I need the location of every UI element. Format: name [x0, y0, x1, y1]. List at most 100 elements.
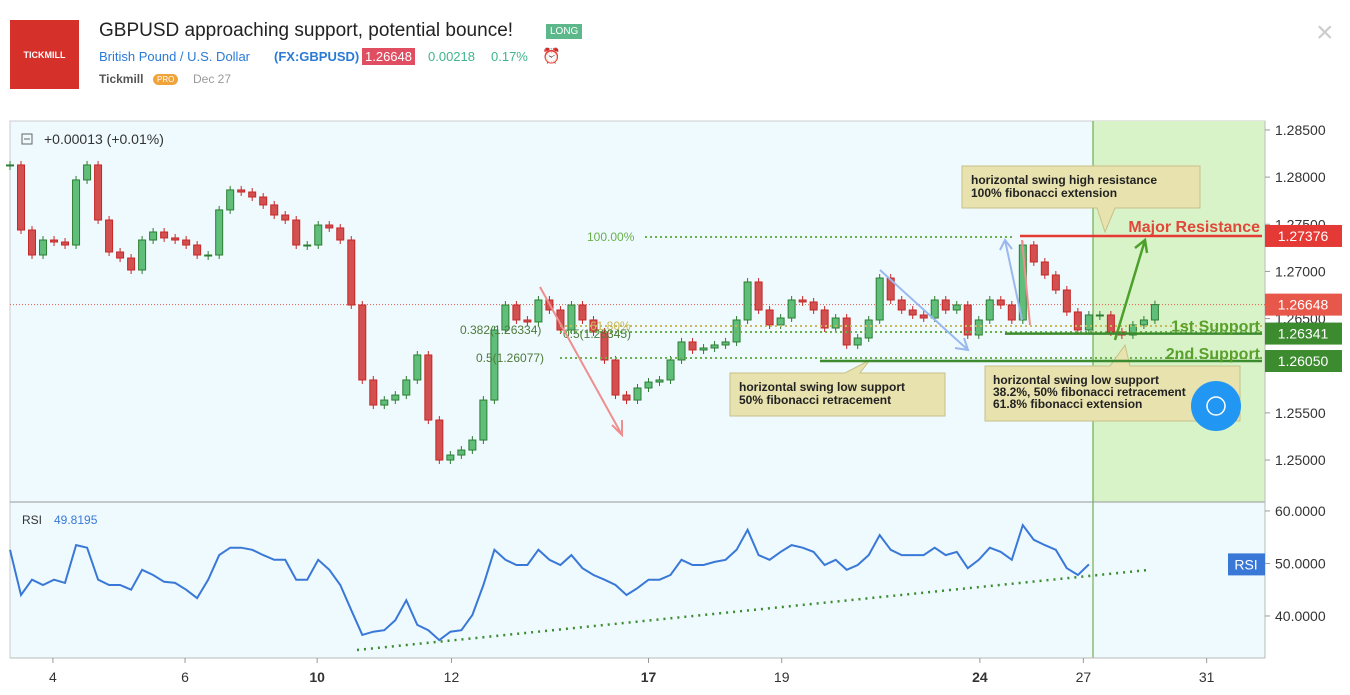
candle	[743, 281, 752, 321]
candle	[149, 231, 158, 241]
level-name: 2nd Support	[1166, 346, 1261, 363]
level-name: Major Resistance	[1128, 219, 1260, 236]
candle	[105, 219, 114, 253]
alarm-icon[interactable]: ⏰	[542, 48, 561, 65]
candle	[699, 347, 708, 351]
fib-label: 0.382(1.26334)	[460, 323, 541, 337]
author[interactable]: Tickmill	[99, 72, 144, 86]
price-badge-label: 1.26341	[1278, 326, 1329, 342]
candle	[534, 299, 543, 323]
price-badge	[1265, 293, 1342, 316]
rsi-badge	[1228, 553, 1265, 576]
candle	[787, 299, 796, 319]
pro-badge: PRO	[153, 74, 179, 85]
price: 1.26648	[362, 48, 415, 65]
candle	[952, 304, 961, 311]
candle	[908, 309, 917, 316]
collapse-box[interactable]	[21, 133, 33, 145]
price-badge-label: 1.27376	[1278, 228, 1329, 244]
candle	[831, 317, 840, 329]
rsi-line	[9, 522, 1090, 642]
candle	[633, 387, 642, 401]
candle	[347, 239, 356, 306]
callout-text: 38.2%, 50% fibonacci retracement	[993, 385, 1186, 399]
instrument[interactable]: British Pound / U.S. Dollar	[99, 49, 251, 64]
x-tick-label: 27	[1076, 669, 1092, 685]
candle	[336, 227, 345, 241]
candle	[94, 164, 103, 221]
candle	[61, 241, 70, 246]
candle	[1084, 314, 1093, 331]
candle	[204, 254, 213, 257]
candle	[875, 277, 884, 321]
action-button-icon	[1206, 396, 1226, 416]
candle	[248, 191, 257, 198]
candle	[809, 301, 818, 311]
candle	[1150, 304, 1159, 321]
candle	[446, 454, 455, 461]
price-badge-label: 1.26648	[1278, 297, 1329, 313]
candle	[578, 304, 587, 321]
close-button[interactable]: ×	[1316, 16, 1334, 49]
candle	[193, 244, 202, 256]
price-badge	[1265, 322, 1342, 345]
candle	[160, 231, 169, 239]
callout	[961, 165, 1201, 234]
change: 0.00218	[428, 49, 475, 64]
candle	[523, 319, 532, 323]
y-tick-label: 1.28500	[1275, 122, 1326, 138]
candle	[17, 164, 26, 231]
candle	[853, 337, 862, 346]
callout	[984, 343, 1241, 422]
rsi-label: RSI	[22, 513, 42, 527]
candle	[677, 341, 686, 361]
rsi-value: 49.8195	[54, 513, 98, 527]
candle	[413, 354, 422, 381]
symbol[interactable]: (FX:GBPUSD)	[274, 49, 360, 64]
candle	[6, 164, 14, 167]
logo: TICKMILL	[10, 20, 79, 89]
x-tick-label: 12	[444, 669, 460, 685]
candle	[963, 304, 972, 336]
candle	[985, 299, 994, 321]
date: Dec 27	[193, 72, 232, 86]
rsi-badge-label: RSI	[1234, 556, 1257, 572]
target-arrow	[1113, 237, 1149, 341]
action-button[interactable]	[1191, 381, 1241, 431]
candle	[402, 379, 411, 396]
candle	[941, 299, 950, 311]
rsi-tick-label: 40.0000	[1275, 608, 1326, 624]
candle	[1106, 314, 1115, 333]
candle	[721, 341, 730, 346]
fib-label: 61.80%	[590, 319, 631, 333]
candle	[655, 379, 664, 383]
candle	[314, 224, 323, 246]
candle	[226, 189, 235, 211]
candle	[171, 237, 180, 241]
candle	[798, 299, 807, 303]
candle	[567, 304, 576, 331]
candle	[556, 309, 565, 331]
candle	[1007, 304, 1016, 321]
candle	[611, 359, 620, 396]
candle	[919, 314, 928, 319]
candle	[215, 209, 224, 256]
callout-text: 100% fibonacci extension	[971, 186, 1117, 200]
candle	[1040, 261, 1049, 276]
callout-text: horizontal swing low support	[739, 380, 905, 394]
candle	[292, 219, 301, 246]
change-pct: 0.17%	[491, 49, 528, 64]
candle	[974, 319, 983, 336]
candle	[688, 341, 697, 351]
candle	[50, 239, 59, 243]
callout-text: horizontal swing low support	[993, 373, 1159, 387]
legend-change: +0.00013 (+0.01%)	[44, 131, 164, 147]
fib-label: 100.00%	[587, 230, 635, 244]
candle	[897, 299, 906, 311]
candle	[644, 381, 653, 389]
candle	[710, 344, 719, 349]
x-tick-label: 10	[309, 669, 325, 685]
candle	[1062, 289, 1071, 313]
candle	[996, 299, 1005, 306]
